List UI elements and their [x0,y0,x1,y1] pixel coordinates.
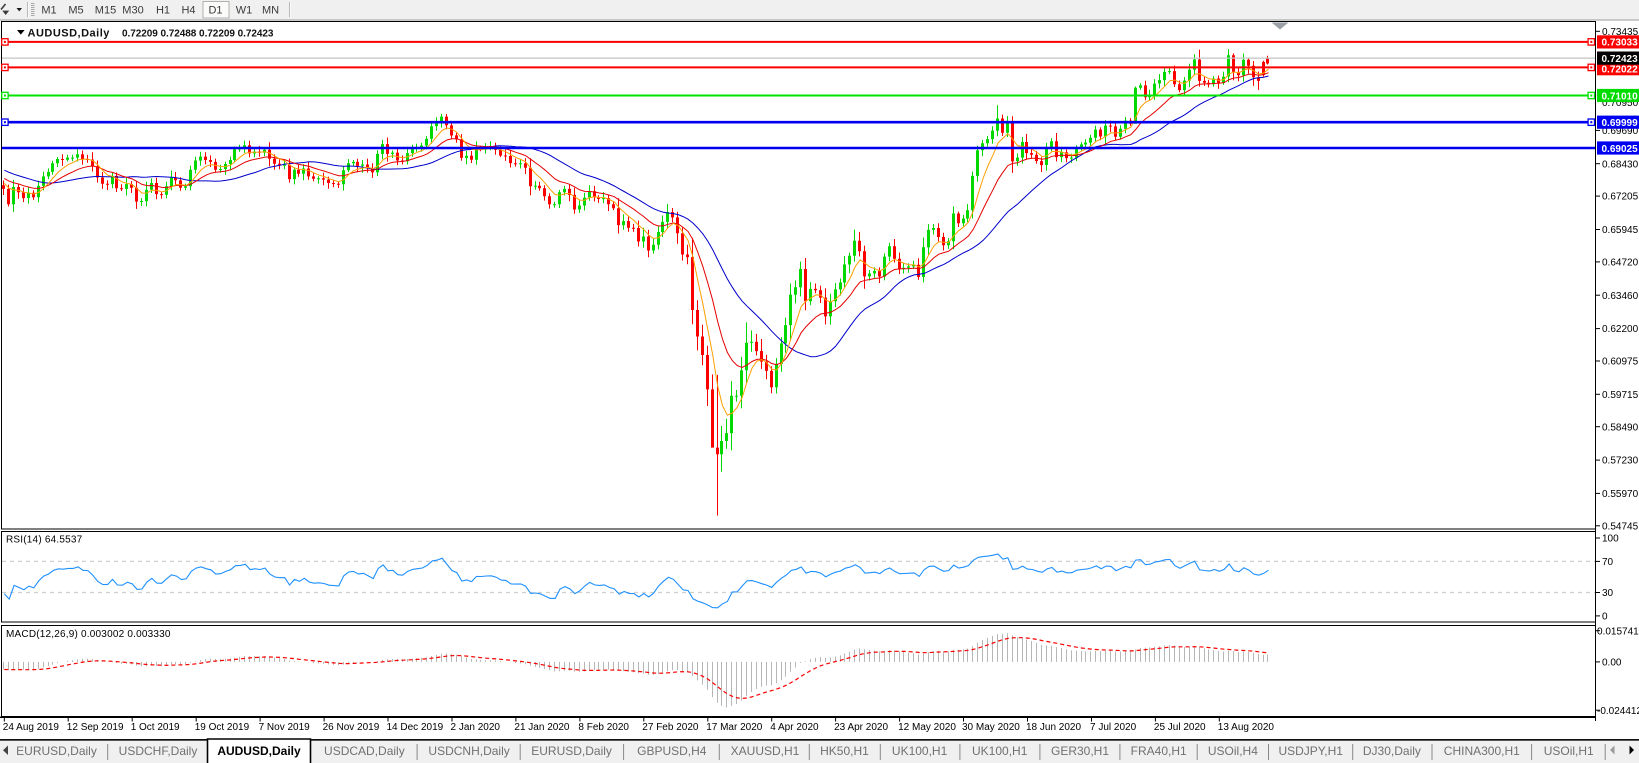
svg-text:RSI(14) 64.5537: RSI(14) 64.5537 [6,535,83,546]
svg-text:4 Apr 2020: 4 Apr 2020 [770,722,819,733]
svg-text:0.58490: 0.58490 [1602,422,1639,433]
svg-text:UK100,H1: UK100,H1 [892,744,948,758]
svg-text:0.63460: 0.63460 [1602,291,1639,302]
svg-text:GER30,H1: GER30,H1 [1051,744,1109,758]
svg-text:0.72022: 0.72022 [1602,65,1639,76]
svg-text:M15: M15 [95,5,116,17]
svg-text:0.67205: 0.67205 [1602,192,1639,203]
svg-text:0.73033: 0.73033 [1602,38,1639,49]
svg-text:1 Oct 2019: 1 Oct 2019 [131,722,180,733]
svg-text:0.70950: 0.70950 [1602,98,1639,109]
svg-text:8 Feb 2020: 8 Feb 2020 [578,722,629,733]
svg-text:21 Jan 2020: 21 Jan 2020 [514,722,569,733]
svg-text:UK100,H1: UK100,H1 [972,744,1028,758]
svg-text:USOil,H1: USOil,H1 [1544,744,1594,758]
svg-text:DJ30,Daily: DJ30,Daily [1363,744,1421,758]
svg-text:17 Mar 2020: 17 Mar 2020 [706,722,763,733]
svg-text:26 Nov 2019: 26 Nov 2019 [323,722,380,733]
svg-text:MACD(12,26,9) 0.003002 0.00333: MACD(12,26,9) 0.003002 0.003330 [6,629,171,640]
svg-text:MN: MN [262,5,279,17]
svg-text:0.71010: 0.71010 [1602,91,1639,102]
svg-text:7 Nov 2019: 7 Nov 2019 [259,722,311,733]
svg-text:12 May 2020: 12 May 2020 [898,722,956,733]
svg-text:30: 30 [1602,588,1614,599]
svg-text:W1: W1 [236,5,253,17]
svg-text:0.015741: 0.015741 [1597,626,1639,637]
svg-text:M5: M5 [68,5,83,17]
svg-text:12 Sep 2019: 12 Sep 2019 [67,722,124,733]
svg-text:AUDUSD,Daily: AUDUSD,Daily [217,744,301,758]
svg-text:0.64720: 0.64720 [1602,258,1639,269]
svg-text:0.73435: 0.73435 [1602,27,1639,38]
svg-text:0.72209 0.72488 0.72209 0.7242: 0.72209 0.72488 0.72209 0.72423 [122,28,274,39]
svg-text:HK50,H1: HK50,H1 [820,744,869,758]
svg-text:0.72423: 0.72423 [1602,54,1639,65]
svg-text:2 Jan 2020: 2 Jan 2020 [451,722,501,733]
svg-text:EURUSD,Daily: EURUSD,Daily [531,744,612,758]
svg-text:M30: M30 [122,5,143,17]
svg-text:0.54745: 0.54745 [1602,521,1639,532]
svg-text:13 Aug 2020: 13 Aug 2020 [1218,722,1275,733]
svg-text:USDCNH,Daily: USDCNH,Daily [428,744,509,758]
svg-text:14 Dec 2019: 14 Dec 2019 [387,722,444,733]
svg-text:27 Feb 2020: 27 Feb 2020 [642,722,699,733]
svg-text:0.59715: 0.59715 [1602,390,1639,401]
svg-text:18 Jun 2020: 18 Jun 2020 [1026,722,1081,733]
svg-text:0.69999: 0.69999 [1602,118,1639,129]
svg-text:GBPUSD,H4: GBPUSD,H4 [637,744,707,758]
svg-text:0.55970: 0.55970 [1602,489,1639,500]
svg-text:0.62200: 0.62200 [1602,324,1639,335]
svg-text:-0.024412: -0.024412 [1597,706,1639,717]
svg-text:0.68430: 0.68430 [1602,159,1639,170]
svg-text:0.00: 0.00 [1602,658,1622,669]
svg-text:24 Aug 2019: 24 Aug 2019 [3,722,60,733]
svg-text:0.69025: 0.69025 [1602,144,1639,155]
svg-text:30 May 2020: 30 May 2020 [962,722,1020,733]
svg-text:USDCHF,Daily: USDCHF,Daily [119,744,198,758]
svg-text:D1: D1 [208,5,222,17]
svg-text:USDJPY,H1: USDJPY,H1 [1278,744,1343,758]
svg-text:H1: H1 [156,5,170,17]
svg-text:M1: M1 [41,5,56,17]
svg-text:100: 100 [1602,534,1619,545]
svg-text:EURUSD,Daily: EURUSD,Daily [16,744,97,758]
svg-text:0: 0 [1602,612,1608,623]
svg-text:19 Oct 2019: 19 Oct 2019 [195,722,250,733]
svg-text:AUDUSD,Daily: AUDUSD,Daily [28,27,111,39]
svg-text:FRA40,H1: FRA40,H1 [1131,744,1187,758]
svg-text:23 Apr 2020: 23 Apr 2020 [834,722,888,733]
svg-text:70: 70 [1602,557,1614,568]
svg-text:H4: H4 [181,5,195,17]
svg-text:7 Jul 2020: 7 Jul 2020 [1090,722,1137,733]
svg-text:25 Jul 2020: 25 Jul 2020 [1154,722,1206,733]
svg-text:0.60975: 0.60975 [1602,357,1639,368]
svg-text:0.65945: 0.65945 [1602,225,1639,236]
svg-text:CHINA300,H1: CHINA300,H1 [1444,744,1520,758]
svg-text:USDCAD,Daily: USDCAD,Daily [324,744,405,758]
svg-text:0.69690: 0.69690 [1602,126,1639,137]
svg-text:XAUUSD,H1: XAUUSD,H1 [731,744,800,758]
svg-text:0.57230: 0.57230 [1602,456,1639,467]
svg-text:USOil,H4: USOil,H4 [1208,744,1258,758]
